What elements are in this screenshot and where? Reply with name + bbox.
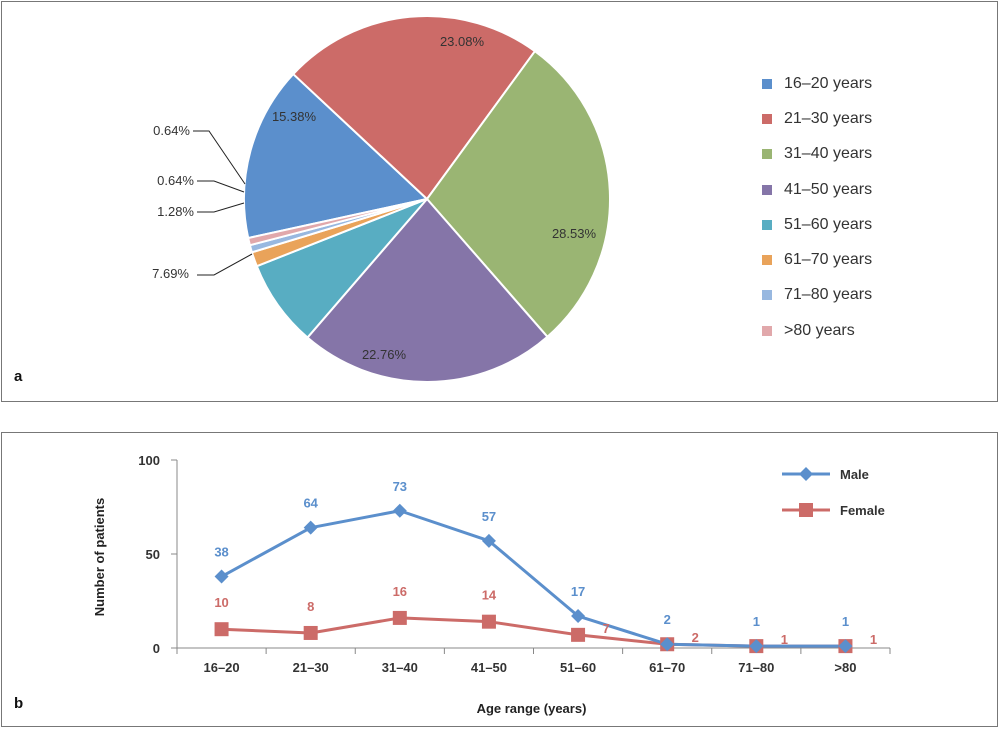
female-data-label-21-30: 8 bbox=[307, 599, 314, 614]
female-point-16-20 bbox=[214, 622, 229, 637]
male-data-label-41-50: 57 bbox=[482, 509, 496, 524]
female-point-31-40 bbox=[392, 610, 407, 625]
pie-data-label-51-60: 7.69% bbox=[152, 266, 189, 281]
x-tick-label-21-30: 21–30 bbox=[293, 660, 329, 675]
legend-item-31-40: 31–40 years bbox=[762, 137, 872, 172]
leader-line-61-70 bbox=[197, 202, 245, 213]
legend-label: Male bbox=[840, 466, 869, 482]
legend-item-61-70: 61–70 years bbox=[762, 242, 872, 277]
legend-swatch bbox=[762, 255, 772, 266]
leader-line-over-80 bbox=[193, 130, 246, 185]
legend-label: 71–80 years bbox=[784, 286, 873, 304]
legend-item-41-50: 41–50 years bbox=[762, 172, 872, 207]
pie-slice-31-40 bbox=[425, 49, 611, 339]
series-line-male bbox=[220, 509, 846, 648]
y-tick-label: 100 bbox=[138, 453, 160, 468]
female-data-label-31-40: 16 bbox=[393, 584, 407, 599]
line-chart-panel: 0 50 100 16–20 21–30 31–40 41–50 51–60 61–70 71–8… bbox=[1, 432, 998, 727]
pie-data-label-61-70: 1.28% bbox=[157, 204, 194, 219]
legend-swatch bbox=[762, 290, 772, 301]
legend-swatch bbox=[762, 325, 772, 336]
legend-marker-female bbox=[782, 503, 830, 517]
x-tick-label-16-20: 16–20 bbox=[203, 660, 239, 675]
pie-data-label-21-30: 23.08% bbox=[440, 34, 485, 49]
pie-slice-over-80 bbox=[247, 198, 428, 247]
legend-swatch bbox=[762, 184, 772, 195]
female-data-label-41-50: 14 bbox=[482, 588, 497, 603]
pie-slice-41-50 bbox=[306, 197, 549, 383]
male-data-label-61-70: 2 bbox=[664, 612, 671, 627]
male-point-71-80 bbox=[749, 639, 764, 654]
pie-data-label-41-50: 22.76% bbox=[362, 347, 407, 362]
female-data-label-61-70: 2 bbox=[692, 630, 699, 645]
male-point-61-70 bbox=[660, 637, 675, 652]
female-data-label-71-80: 1 bbox=[781, 632, 788, 647]
line-chart: 0 50 100 16–20 21–30 31–40 41–50 51–60 61–70 71–8… bbox=[92, 453, 891, 716]
legend-item-female: Female bbox=[782, 492, 885, 528]
female-data-label-16-20: 10 bbox=[214, 595, 228, 610]
pie-data-label-over-80: 0.64% bbox=[153, 123, 190, 138]
legend-label: >80 years bbox=[784, 321, 855, 339]
x-tick-label-51-60: 51–60 bbox=[560, 660, 596, 675]
legend-item-16-20: 16–20 years bbox=[762, 66, 872, 101]
pie-data-label-16-20: 15.38% bbox=[272, 109, 317, 124]
pie-data-label-71-80: 0.64% bbox=[157, 173, 194, 188]
legend-marker-male bbox=[782, 467, 830, 481]
male-data-label-51-60: 17 bbox=[571, 584, 585, 599]
y-axis-title: Number of patients bbox=[92, 498, 107, 616]
x-tick-label-71-80: 71–80 bbox=[738, 660, 774, 675]
female-data-label-over-80: 1 bbox=[870, 632, 877, 647]
legend-item-21-30: 21–30 years bbox=[762, 101, 872, 136]
panel-label-a: a bbox=[14, 368, 23, 385]
pie-chart-panel: 15.38% 23.08% 28.53% 22.76% 7.69% 1.28% 0.64% 0… bbox=[1, 1, 998, 402]
male-data-label-over-80: 1 bbox=[842, 614, 849, 629]
male-point-41-50 bbox=[481, 533, 496, 548]
x-axis-title: Age range (years) bbox=[477, 701, 587, 716]
leader-line-51-60 bbox=[197, 253, 253, 276]
y-tick-label: 0 bbox=[153, 641, 160, 656]
legend-label: 21–30 years bbox=[784, 109, 873, 127]
legend-item-51-60: 51–60 years bbox=[762, 207, 872, 242]
legend-label: 61–70 years bbox=[784, 251, 873, 269]
male-point-over-80 bbox=[838, 639, 853, 654]
y-tick-label: 50 bbox=[146, 547, 160, 562]
male-point-16-20 bbox=[214, 569, 229, 584]
panel-label-b: b bbox=[14, 695, 24, 712]
female-point-21-30 bbox=[303, 625, 318, 640]
x-tick-label-61-70: 61–70 bbox=[649, 660, 685, 675]
leader-line-71-80 bbox=[197, 180, 245, 193]
legend-item-over-80: >80 years bbox=[762, 313, 872, 348]
legend-item-male: Male bbox=[782, 456, 885, 492]
female-point-51-60 bbox=[571, 627, 586, 642]
male-data-label-31-40: 73 bbox=[393, 479, 407, 494]
line-legend: Male Female bbox=[782, 456, 885, 528]
legend-label: Female bbox=[840, 502, 885, 518]
legend-swatch bbox=[762, 219, 772, 230]
male-data-label-21-30: 64 bbox=[303, 496, 318, 511]
pie-slice-16-20 bbox=[243, 72, 430, 240]
female-point-41-50 bbox=[481, 614, 496, 629]
male-data-label-16-20: 38 bbox=[214, 545, 228, 560]
legend-label: 41–50 years bbox=[784, 180, 873, 198]
male-point-51-60 bbox=[571, 609, 586, 624]
legend-item-71-80: 71–80 years bbox=[762, 278, 872, 313]
male-point-31-40 bbox=[392, 503, 407, 518]
x-tick-label-31-40: 31–40 bbox=[382, 660, 418, 675]
pie-data-label-31-40: 28.53% bbox=[552, 226, 597, 241]
male-data-label-71-80: 1 bbox=[753, 614, 760, 629]
legend-label: 31–40 years bbox=[784, 145, 873, 163]
x-tick-label-41-50: 41–50 bbox=[471, 660, 507, 675]
legend-swatch bbox=[762, 78, 772, 89]
x-tick-label-over-80: >80 bbox=[834, 660, 856, 675]
legend-swatch bbox=[762, 113, 772, 124]
female-data-label-51-60: 7 bbox=[602, 621, 609, 636]
pie-slice-21-30 bbox=[291, 15, 537, 201]
male-point-21-30 bbox=[303, 520, 318, 535]
legend-label: 51–60 years bbox=[784, 215, 873, 233]
pie-legend: 16–20 years 21–30 years 31–40 years 41–50 y… bbox=[762, 66, 872, 348]
legend-label: 16–20 years bbox=[784, 74, 873, 92]
pie-chart: 15.38% 23.08% 28.53% 22.76% 7.69% 1.28% 0.64% 0… bbox=[152, 15, 611, 383]
legend-swatch bbox=[762, 149, 772, 160]
